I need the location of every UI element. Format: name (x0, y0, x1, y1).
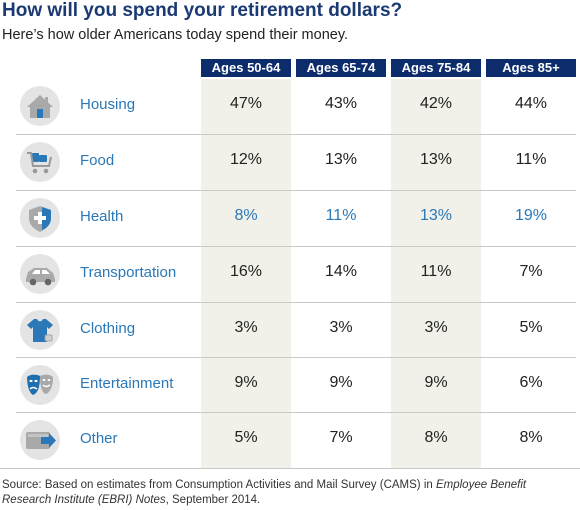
category-label: Entertainment (80, 375, 174, 392)
column-shade-ages-50-64 (201, 79, 291, 468)
tshirt-icon (20, 310, 60, 350)
table-row-entertainment: Entertainment 9% 9% 9% 6% (16, 358, 576, 413)
table-row-housing: Housing 47% 43% 42% 44% (16, 79, 576, 134)
table-row-health: Health 8% 11% 13% 19% (16, 191, 576, 246)
category-label: Health (80, 208, 124, 225)
column-shade-ages-75-84 (391, 79, 481, 468)
value-cell: 43% (324, 95, 358, 112)
value-cell: 7% (329, 429, 353, 446)
source-prefix: Source: Based on estimates from Consumpt… (2, 479, 436, 491)
car-icon (20, 254, 60, 294)
value-cell: 9% (234, 374, 258, 391)
column-header-ages-75-84: Ages 75-84 (391, 59, 481, 77)
value-cell: 12% (229, 151, 263, 168)
table-bottom-rule (0, 468, 580, 469)
value-cell: 16% (229, 263, 263, 280)
wallet-icon (20, 420, 60, 460)
value-cell: 3% (234, 319, 258, 336)
column-header-ages-85-plus: Ages 85+ (486, 59, 576, 77)
table-row-food: Food 12% 13% 13% 11% (16, 135, 576, 190)
category-label: Food (80, 152, 115, 169)
table-row-other: Other 5% 7% 8% 8% (16, 413, 576, 468)
source-note: Source: Based on estimates from Consumpt… (2, 478, 577, 508)
row-divider (16, 190, 576, 191)
table-row-clothing: Clothing 3% 3% 3% 5% (16, 303, 576, 358)
chart-title: How will you spend your retirement dolla… (2, 0, 403, 21)
row-divider (16, 246, 576, 247)
value-cell: 44% (514, 95, 548, 112)
row-divider (16, 412, 576, 413)
value-cell: 9% (424, 374, 448, 391)
value-cell: 3% (329, 319, 353, 336)
category-label: Clothing (80, 320, 136, 337)
value-cell: 11% (420, 263, 452, 280)
value-cell: 11% (325, 207, 357, 224)
value-cell: 7% (519, 263, 543, 280)
value-cell: 8% (519, 429, 543, 446)
theater-masks-icon (20, 365, 60, 405)
category-label: Other (80, 430, 118, 447)
category-label: Transportation (80, 264, 177, 281)
category-label: Housing (80, 96, 136, 113)
shopping-cart-icon (20, 142, 60, 182)
value-cell: 13% (324, 151, 358, 168)
value-cell: 14% (324, 263, 358, 280)
value-cell: 19% (514, 207, 548, 224)
value-cell: 5% (234, 429, 258, 446)
value-cell: 13% (419, 207, 453, 224)
value-cell: 11% (515, 151, 547, 168)
row-divider (16, 302, 576, 303)
chart-subtitle: Here’s how older Americans today spend t… (2, 27, 349, 43)
row-divider (16, 134, 576, 135)
value-cell: 9% (329, 374, 353, 391)
value-cell: 8% (424, 429, 448, 446)
value-cell: 6% (519, 374, 543, 391)
column-header-ages-50-64: Ages 50-64 (201, 59, 291, 77)
house-icon (20, 86, 60, 126)
source-publication: Employee Benefit Research Institute (EBR… (2, 479, 527, 506)
shield-cross-icon (20, 198, 60, 238)
value-cell: 47% (229, 95, 263, 112)
value-cell: 13% (419, 151, 453, 168)
source-suffix: , September 2014. (165, 494, 261, 506)
value-cell: 5% (519, 319, 543, 336)
row-divider (16, 357, 576, 358)
value-cell: 3% (424, 319, 448, 336)
column-header-ages-65-74: Ages 65-74 (296, 59, 386, 77)
value-cell: 8% (234, 207, 258, 224)
table-row-transportation: Transportation 16% 14% 11% 7% (16, 247, 576, 302)
value-cell: 42% (419, 95, 453, 112)
